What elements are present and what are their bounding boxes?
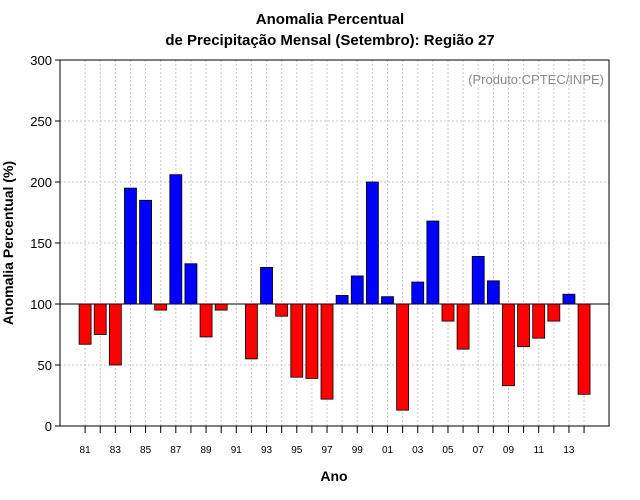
bar-00 bbox=[365, 181, 379, 305]
chart-subtitle: de Precipitação Mensal (Setembro): Regiã… bbox=[165, 32, 494, 49]
bar-81 bbox=[78, 303, 92, 345]
x-tick-label: 83 bbox=[110, 445, 122, 456]
bar-13 bbox=[562, 293, 576, 305]
bar-95 bbox=[290, 303, 304, 378]
y-axis-label: Anomalia Percentual (%) bbox=[0, 161, 16, 325]
x-tick-label: 87 bbox=[170, 445, 182, 456]
grid bbox=[60, 60, 609, 426]
y-tick-label: 100 bbox=[30, 297, 52, 312]
y-axis: 0 50 100 150 200 250 300 bbox=[30, 53, 60, 434]
x-tick-label: 01 bbox=[382, 445, 394, 456]
x-axis-label: Ano bbox=[320, 468, 347, 484]
y-tick-label: 300 bbox=[30, 53, 52, 68]
bar-05 bbox=[441, 303, 455, 322]
bar-09 bbox=[502, 303, 515, 387]
x-tick-label: 09 bbox=[503, 445, 515, 456]
x-tick-label: 11 bbox=[534, 445, 545, 456]
bar-92 bbox=[245, 303, 258, 360]
y-tick-label: 0 bbox=[45, 419, 52, 434]
x-tick-label: 99 bbox=[352, 445, 364, 456]
bar-10 bbox=[517, 303, 530, 348]
x-tick-label: 85 bbox=[140, 445, 152, 456]
bar-86 bbox=[154, 303, 168, 311]
bar-08 bbox=[486, 280, 500, 305]
x-tick-label: 13 bbox=[563, 445, 575, 456]
bar-01 bbox=[381, 296, 394, 305]
bar-97 bbox=[320, 303, 334, 400]
bar-99 bbox=[350, 275, 364, 305]
chart-title: Anomalia Percentual bbox=[256, 11, 404, 28]
x-tick-label: 95 bbox=[291, 445, 303, 456]
bar-07 bbox=[471, 256, 485, 305]
bar-02 bbox=[396, 303, 410, 411]
credit-text: (Produto:CPTEC/INPE) bbox=[468, 72, 604, 87]
bar-06 bbox=[456, 303, 470, 350]
x-axis: 81 83 85 87 89 91 93 95 97 99 01 03 05 07 09 11 13 bbox=[80, 426, 585, 456]
bar-93 bbox=[260, 266, 273, 305]
x-tick-label: 97 bbox=[321, 445, 333, 456]
x-tick-label: 03 bbox=[412, 445, 424, 456]
bar-12 bbox=[547, 303, 561, 322]
bar-82 bbox=[93, 303, 107, 335]
x-tick-label: 93 bbox=[261, 445, 273, 456]
bar-98 bbox=[335, 295, 349, 305]
bar-11 bbox=[532, 303, 546, 339]
bar-96 bbox=[305, 303, 319, 379]
x-tick-label: 89 bbox=[200, 445, 212, 456]
bars bbox=[78, 174, 591, 411]
bar-84 bbox=[124, 187, 137, 305]
bar-04 bbox=[426, 220, 440, 305]
x-tick-label: 81 bbox=[80, 445, 92, 456]
y-tick-label: 200 bbox=[30, 175, 52, 190]
bar-85 bbox=[139, 199, 152, 305]
bar-94 bbox=[275, 303, 289, 317]
bar-03 bbox=[411, 281, 425, 305]
y-tick-label: 50 bbox=[38, 358, 52, 373]
x-tick-label: 05 bbox=[442, 445, 454, 456]
y-tick-label: 150 bbox=[30, 236, 52, 251]
x-tick-label: 07 bbox=[473, 445, 485, 456]
x-tick-label: 91 bbox=[231, 445, 243, 456]
bar-90 bbox=[214, 303, 228, 311]
bar-14 bbox=[577, 303, 591, 395]
bar-89 bbox=[199, 303, 213, 338]
bar-83 bbox=[108, 303, 122, 366]
y-tick-label: 250 bbox=[30, 114, 52, 129]
bar-88 bbox=[184, 263, 198, 305]
bar-87 bbox=[169, 174, 183, 305]
